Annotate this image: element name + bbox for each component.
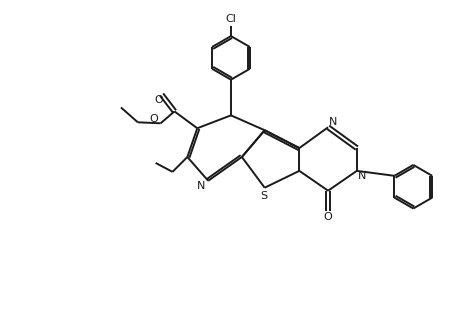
Text: N: N: [358, 171, 366, 181]
Text: S: S: [260, 191, 267, 201]
Text: O: O: [154, 95, 163, 105]
Text: N: N: [197, 181, 205, 191]
Text: O: O: [149, 114, 158, 124]
Text: N: N: [329, 117, 337, 127]
Text: O: O: [324, 212, 332, 222]
Text: Cl: Cl: [226, 14, 237, 24]
